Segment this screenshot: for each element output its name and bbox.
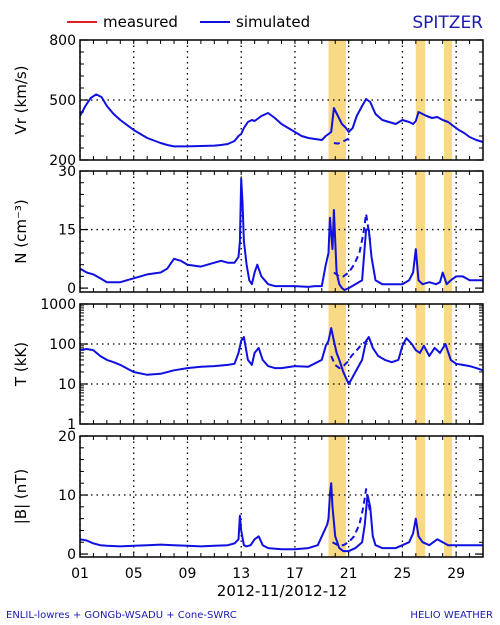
highlight-band (444, 171, 453, 292)
x-tick-label: 25 (393, 566, 411, 582)
highlight-band (444, 304, 453, 424)
y-tick-label: 100 (49, 337, 76, 353)
series-line-simulated-dashed (333, 212, 372, 278)
panel-frame (79, 303, 484, 425)
y-tick-label: 200 (49, 153, 76, 169)
y-axis-label: |B| (nT) (12, 469, 30, 525)
highlight-band (328, 436, 346, 557)
spacecraft-name: SPITZER (412, 13, 483, 33)
y-tick-label: 15 (58, 223, 76, 239)
panel-frame (79, 39, 484, 161)
series-line-simulated-dashed (333, 136, 352, 145)
footer-credit: HELIO WEATHER (410, 610, 493, 621)
highlight-band (415, 171, 426, 292)
highlight-band (328, 40, 346, 160)
legend-simulated-label: simulated (236, 13, 310, 31)
series-line-simulated (79, 93, 484, 148)
x-tick-label: 29 (447, 566, 465, 582)
y-tick-label: 500 (49, 93, 76, 109)
x-tick-label: 01 (71, 566, 89, 582)
highlight-band (415, 304, 426, 424)
series-line-simulated (79, 482, 483, 553)
y-tick-label: 0 (67, 281, 76, 297)
x-axis-label: 2012-11/2012-12 (217, 582, 347, 600)
panel-1: 200 500 800 Vr (km/s) (12, 33, 484, 169)
series-line-simulated (79, 177, 483, 291)
highlight-band (444, 40, 453, 160)
highlight-band (415, 40, 426, 160)
y-tick-label: 800 (49, 33, 76, 49)
panel-4: 0 10 20 |B| (nT) (12, 429, 484, 563)
legend-measured-label: measured (103, 13, 178, 31)
y-tick-label: 1000 (40, 297, 76, 313)
series-line-simulated-dashed (330, 339, 369, 370)
panel-2: 0 15 30 N (cm⁻³) (12, 164, 484, 297)
highlight-band (444, 436, 453, 557)
x-tick-label: 17 (286, 566, 304, 582)
x-tick-label: 09 (179, 566, 197, 582)
series-line-simulated (79, 327, 484, 385)
y-axis-label: N (cm⁻³) (12, 199, 30, 263)
series-line-simulated-dashed (332, 488, 372, 547)
legend: measured simulated SPITZER (67, 13, 483, 33)
highlight-band (328, 171, 346, 292)
y-axis-label: Vr (km/s) (12, 65, 30, 134)
y-axis-label: T (kK) (12, 342, 30, 387)
highlight-band (415, 436, 426, 557)
x-tick-label: 13 (232, 566, 250, 582)
panel-frame (79, 170, 484, 293)
panel-frame (79, 435, 484, 558)
panel-3: 1 10 100 1000 T (kK) (12, 297, 484, 433)
y-tick-label: 10 (58, 377, 76, 393)
y-tick-label: 30 (58, 164, 76, 180)
x-tick-label: 05 (125, 566, 143, 582)
y-tick-label: 1 (67, 417, 76, 433)
y-tick-label: 20 (58, 429, 76, 445)
y-tick-label: 0 (67, 547, 76, 563)
y-tick-label: 10 (58, 488, 76, 504)
x-tick-label: 21 (340, 566, 358, 582)
footer-model-info: ENLIL-lowres + GONGb-WSADU + Cone-SWRC (6, 610, 237, 621)
highlight-band (328, 304, 346, 424)
